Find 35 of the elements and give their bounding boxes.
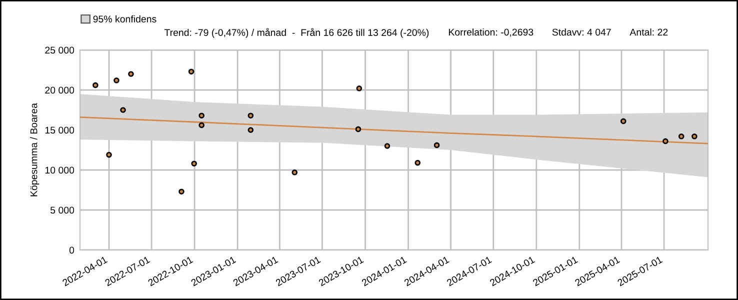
text: Trend: -79 (-0,47%) / månad - Från 16 626 till 13 264 (-20%)	[164, 28, 429, 38]
point	[620, 118, 626, 124]
point	[355, 126, 362, 132]
point	[178, 188, 184, 194]
y-tick-label: 5 000	[50, 206, 74, 214]
y-tick-label: 20 000	[45, 86, 74, 94]
point	[198, 112, 204, 118]
text: Korrelation: -0,2693	[448, 28, 534, 37]
y-tick-label: 15 000	[45, 126, 74, 134]
point	[292, 170, 298, 176]
point	[128, 71, 134, 77]
point	[414, 160, 421, 166]
point	[114, 78, 120, 84]
line-series	[80, 116, 708, 144]
point	[678, 134, 684, 140]
point	[384, 143, 390, 149]
point	[188, 68, 194, 74]
point	[692, 134, 698, 140]
point	[191, 160, 197, 166]
text: 95% konfidens	[93, 15, 156, 22]
y-tick-label: 10 000	[45, 166, 74, 174]
point	[106, 152, 112, 158]
point	[248, 112, 254, 118]
y-tick-label: 0	[69, 246, 74, 254]
point	[120, 107, 126, 113]
text: Stdavv: 4 047	[552, 28, 611, 36]
text: Antal: 22	[630, 28, 668, 36]
point	[356, 86, 362, 92]
point	[92, 82, 98, 88]
y-axis-title: Köpesumma / Boarea	[30, 102, 40, 196]
point	[198, 122, 204, 128]
y-tick-label: 25 000	[45, 46, 74, 54]
point	[662, 138, 668, 144]
point	[434, 142, 440, 148]
point	[248, 127, 254, 133]
